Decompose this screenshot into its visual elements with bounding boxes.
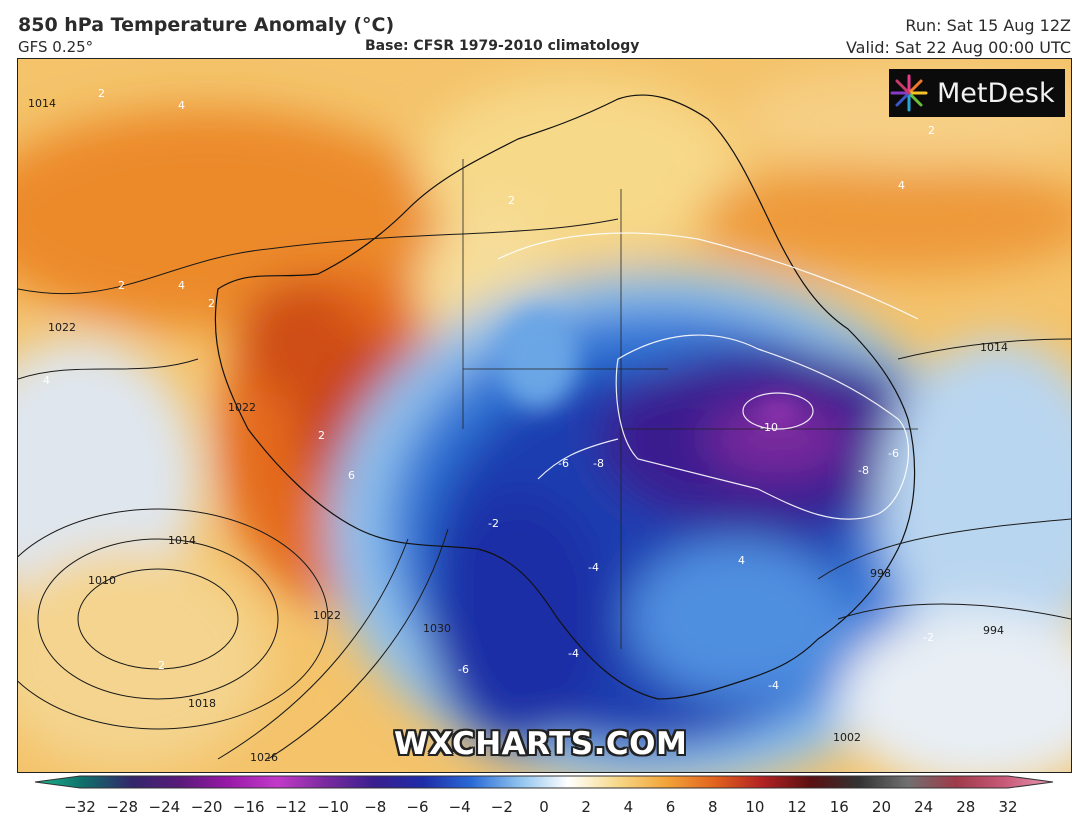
isobar-label: 1014 bbox=[28, 97, 56, 110]
colorbar-tick-label: 6 bbox=[666, 798, 676, 816]
colorbar-tick-label: 12 bbox=[788, 798, 807, 816]
anomaly-label: -4 bbox=[588, 561, 599, 574]
anomaly-label: -2 bbox=[923, 631, 934, 644]
anomaly-label: 2 bbox=[158, 659, 165, 672]
isobar-label: 1030 bbox=[423, 622, 451, 635]
anomaly-contours bbox=[497, 232, 919, 520]
anomaly-label: -6 bbox=[558, 457, 569, 470]
isobar-labels: 1014 1022 1022 1014 1010 1018 1022 1026 … bbox=[28, 97, 1008, 764]
anomaly-label: 2 bbox=[208, 297, 215, 310]
anomaly-label: 6 bbox=[348, 469, 355, 482]
anomaly-label: -6 bbox=[888, 447, 899, 460]
anomaly-label: -2 bbox=[488, 517, 499, 530]
colorbar-tick-label: −28 bbox=[106, 798, 138, 816]
anomaly-shading bbox=[18, 69, 1071, 772]
wxcharts-watermark: WXCHARTS.COM bbox=[394, 726, 688, 762]
logo-text: MetDesk bbox=[937, 77, 1055, 109]
colorbar-tick-label: 16 bbox=[830, 798, 849, 816]
colorbar-tick-label: 0 bbox=[539, 798, 549, 816]
isobar-label: 998 bbox=[870, 567, 891, 580]
metdesk-burst-icon bbox=[890, 74, 928, 112]
anomaly-labels: 2 4 2 2 4 6 2 4 2 4 -6 -8 -10 -8 -6 -6 -… bbox=[43, 87, 935, 692]
colorbar-tick-label: 4 bbox=[624, 798, 634, 816]
isobar-label: 1022 bbox=[313, 609, 341, 622]
colorbar-tick-label: −12 bbox=[275, 798, 307, 816]
isobar-label: 1002 bbox=[833, 731, 861, 744]
isobar-label: 1026 bbox=[250, 751, 278, 764]
colorbar-ramp bbox=[34, 775, 1054, 789]
chart-title: 850 hPa Temperature Anomaly (°C) bbox=[18, 14, 395, 36]
isobar-label: 1018 bbox=[188, 697, 216, 710]
colorbar-tick-label: 28 bbox=[956, 798, 975, 816]
anomaly-label: 4 bbox=[738, 554, 745, 567]
anomaly-label: -4 bbox=[768, 679, 779, 692]
map-canvas: 2 4 2 2 4 6 2 4 2 4 -6 -8 -10 -8 -6 -6 -… bbox=[18, 59, 1071, 772]
colorbar-tick-label: 24 bbox=[914, 798, 933, 816]
anomaly-label: -4 bbox=[568, 647, 579, 660]
anomaly-label: 2 bbox=[928, 124, 935, 137]
colorbar-tick-label: −20 bbox=[191, 798, 223, 816]
colorbar-tick-label: −10 bbox=[317, 798, 349, 816]
anomaly-map: 2 4 2 2 4 6 2 4 2 4 -6 -8 -10 -8 -6 -6 -… bbox=[17, 58, 1072, 773]
anomaly-label: -10 bbox=[760, 421, 778, 434]
anomaly-label: 4 bbox=[178, 99, 185, 112]
colorbar-tick-label: 8 bbox=[708, 798, 718, 816]
anomaly-label: 4 bbox=[43, 374, 50, 387]
isobars bbox=[18, 218, 1071, 760]
model-label: GFS 0.25° bbox=[18, 38, 94, 56]
isobar-label: 994 bbox=[983, 624, 1004, 637]
colorbar-tick-label: 10 bbox=[745, 798, 764, 816]
anomaly-label: 2 bbox=[118, 279, 125, 292]
colorbar-tick-label: −6 bbox=[406, 798, 428, 816]
anomaly-detail bbox=[498, 309, 798, 421]
isobar-label: 1014 bbox=[980, 341, 1008, 354]
isobar-label: 1010 bbox=[88, 574, 116, 587]
colorbar: −32 −28 −24 −20 −16 −12 −10 −8 −6 −4 −2 0 2 4 6 8 10 12 16… bbox=[0, 772, 1088, 833]
anomaly-label: 2 bbox=[98, 87, 105, 100]
anomaly-label: -8 bbox=[593, 457, 604, 470]
valid-time-label: Valid: Sat 22 Aug 00:00 UTC bbox=[845, 38, 1071, 57]
colorbar-tick-label: −2 bbox=[491, 798, 513, 816]
anomaly-label: 4 bbox=[898, 179, 905, 192]
coastlines bbox=[214, 94, 916, 700]
isobar-label: 1022 bbox=[48, 321, 76, 334]
colorbar-tick-label: 2 bbox=[581, 798, 591, 816]
anomaly-label: 2 bbox=[318, 429, 325, 442]
metdesk-logo: MetDesk bbox=[889, 69, 1065, 117]
colorbar-tick-label: −16 bbox=[233, 798, 265, 816]
colorbar-tick-label: 32 bbox=[998, 798, 1017, 816]
anomaly-label: -8 bbox=[858, 464, 869, 477]
colorbar-tick-label: −4 bbox=[449, 798, 471, 816]
isobar-label: 1014 bbox=[168, 534, 196, 547]
isobar-label: 1022 bbox=[228, 401, 256, 414]
colorbar-tick-label: 20 bbox=[872, 798, 891, 816]
run-time-label: Run: Sat 15 Aug 12Z bbox=[905, 16, 1071, 35]
base-climatology-label: Base: CFSR 1979-2010 climatology bbox=[365, 38, 640, 54]
anomaly-label: 2 bbox=[508, 194, 515, 207]
anomaly-label: 4 bbox=[178, 279, 185, 292]
colorbar-canvas: −32 −28 −24 −20 −16 −12 −10 −8 −6 −4 −2 0 2 4 6 8 10 12 16… bbox=[34, 775, 1054, 816]
colorbar-tick-label: −24 bbox=[149, 798, 181, 816]
colorbar-tick-label: −8 bbox=[364, 798, 386, 816]
colorbar-tick-label: −32 bbox=[64, 798, 96, 816]
anomaly-label: -6 bbox=[458, 663, 469, 676]
